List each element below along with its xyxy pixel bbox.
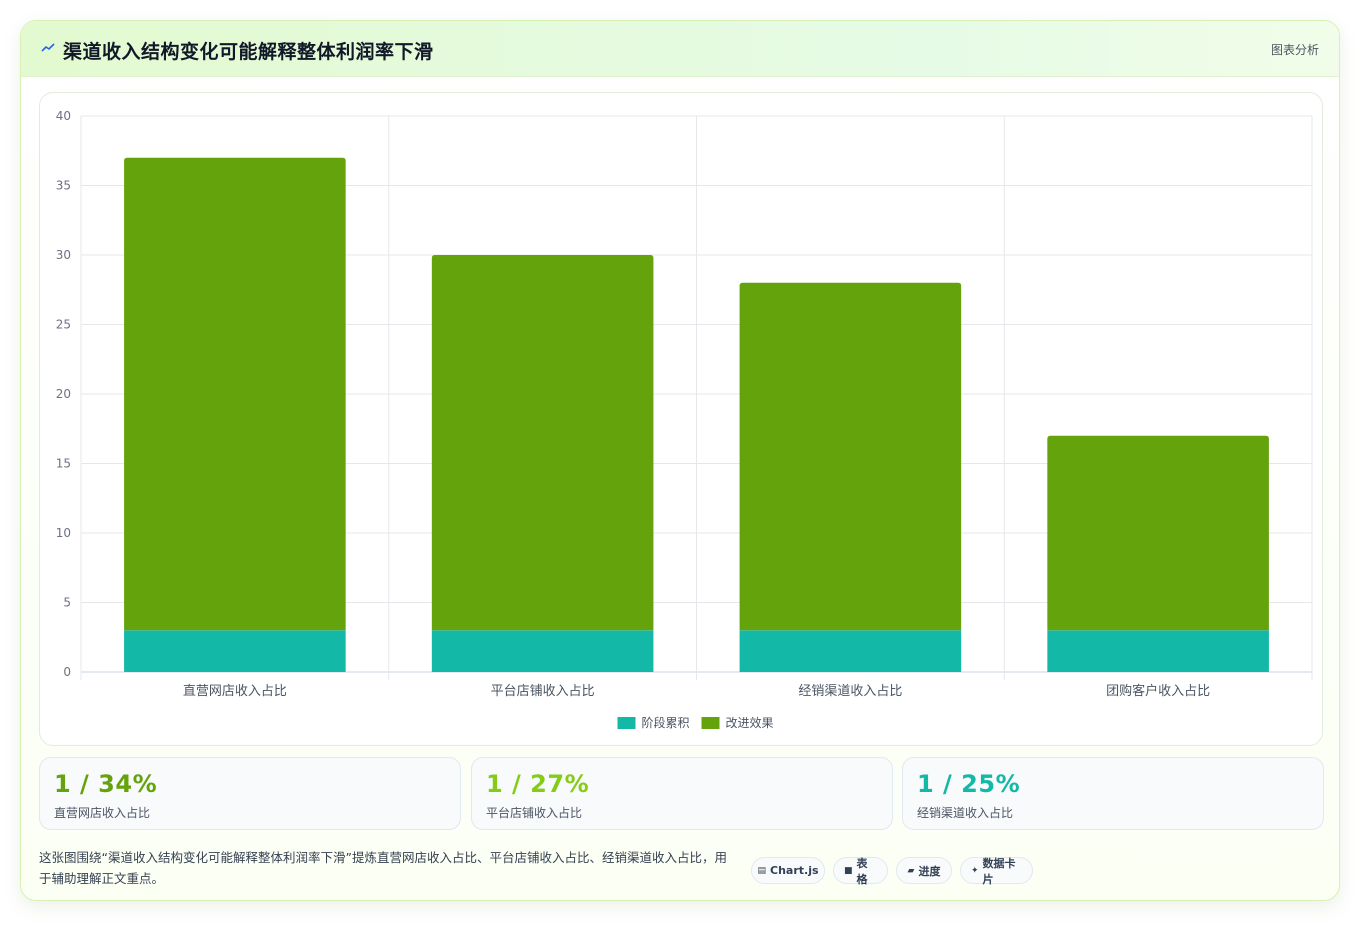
stat-label: 直营网店收入占比 bbox=[54, 806, 151, 820]
bar-chart: 0 5 10 15 20 25 30 35 40 直营网店收入占比 平台店铺收入占比 经销渠道收入占比… bbox=[56, 109, 1313, 730]
chart-area: 0 5 10 15 20 25 30 35 40 直营网店收入占比 平台店铺收入占比 经销渠道收入占比… bbox=[39, 92, 1323, 746]
stat-label: 经销渠道收入占比 bbox=[917, 806, 1014, 820]
y-tick-label: 10 bbox=[56, 526, 71, 540]
chip-label: 数据卡片 bbox=[982, 856, 1016, 886]
bar-2 bbox=[739, 282, 962, 631]
chip-progress[interactable]: ▰ 进度 bbox=[896, 857, 952, 884]
progress-icon: ▰ bbox=[907, 865, 915, 876]
chip-table[interactable]: ■ 表格 bbox=[833, 856, 888, 886]
x-tick-label: 经销渠道收入占比 bbox=[798, 684, 902, 699]
x-tick-label: 直营网店收入占比 bbox=[183, 684, 287, 699]
bar-1 bbox=[431, 630, 654, 672]
chart-card: 渠道收入结构变化可能解释整体利润率下滑 图表分析 0 5 10 15 20 25 30 35 4… bbox=[20, 20, 1340, 901]
stat-value: 1 / 25% bbox=[917, 770, 1021, 798]
y-tick-label: 40 bbox=[56, 109, 71, 123]
chip-label: 表格 bbox=[856, 856, 868, 886]
chart-icon: ▤ bbox=[757, 865, 766, 876]
bar-2 bbox=[431, 255, 654, 631]
legend-swatch bbox=[617, 717, 636, 729]
sparkle-icon: ✦ bbox=[971, 865, 979, 876]
x-tick-label: 平台店铺收入占比 bbox=[491, 684, 595, 699]
stat-card-2: 1 / 27% 平台店铺收入占比 bbox=[471, 757, 893, 830]
legend-label: 改进效果 bbox=[726, 715, 774, 730]
bar-2 bbox=[1047, 435, 1269, 631]
card-header: 渠道收入结构变化可能解释整体利润率下滑 图表分析 bbox=[21, 21, 1339, 77]
stat-card-3: 1 / 25% 经销渠道收入占比 bbox=[902, 757, 1324, 830]
bar-1 bbox=[124, 630, 346, 672]
bar-2 bbox=[124, 157, 346, 631]
y-tick-label: 5 bbox=[63, 596, 71, 610]
chip-label: Chart.js bbox=[770, 864, 819, 877]
legend-label: 阶段累积 bbox=[642, 715, 690, 730]
stat-value: 1 / 27% bbox=[486, 770, 590, 798]
chip-data-card[interactable]: ✦ 数据卡片 bbox=[960, 856, 1033, 886]
stat-label: 平台店铺收入占比 bbox=[486, 806, 583, 820]
bar-1 bbox=[1047, 630, 1269, 672]
x-tick-label: 团购客户收入占比 bbox=[1106, 683, 1210, 699]
sparkline-icon bbox=[41, 43, 55, 52]
chart-description: 这张图围绕“渠道收入结构变化可能解释整体利润率下滑”提炼直营网店收入占比、平台店… bbox=[39, 850, 727, 886]
y-tick-label: 25 bbox=[56, 318, 71, 332]
y-tick-label: 0 bbox=[63, 665, 71, 679]
chart-analysis-link[interactable]: 图表分析 bbox=[1270, 43, 1319, 57]
stat-card-1: 1 / 34% 直营网店收入占比 bbox=[39, 757, 461, 830]
y-tick-label: 15 bbox=[56, 457, 71, 471]
table-icon: ■ bbox=[844, 865, 853, 876]
y-tick-label: 35 bbox=[56, 179, 71, 193]
stat-value: 1 / 34% bbox=[54, 770, 158, 798]
bar-1 bbox=[739, 630, 962, 672]
chip-chartjs[interactable]: ▤ Chart.js bbox=[751, 857, 825, 884]
chip-label: 进度 bbox=[918, 864, 941, 878]
legend-swatch bbox=[701, 717, 720, 729]
y-tick-label: 30 bbox=[56, 248, 71, 262]
y-tick-label: 20 bbox=[56, 387, 71, 401]
page-title: 渠道收入结构变化可能解释整体利润率下滑 bbox=[63, 41, 434, 63]
